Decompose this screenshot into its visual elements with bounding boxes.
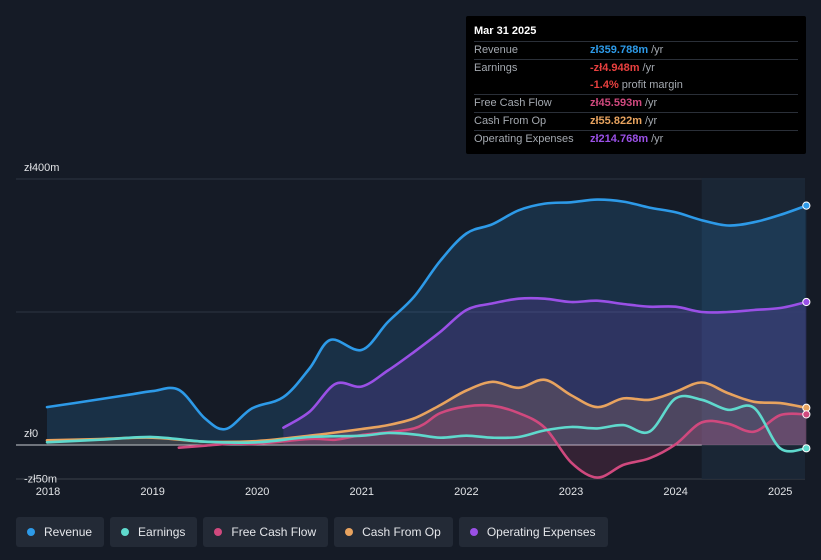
earnings-endpoint	[802, 444, 811, 453]
legend-label: Free Cash Flow	[231, 525, 317, 539]
x-tick-label: 2023	[559, 486, 583, 498]
tooltip-row: Revenue zł359.788m/yr	[474, 41, 798, 59]
data-tooltip: Mar 31 2025 Revenue zł359.788m/yr Earnings…	[466, 16, 806, 154]
x-tick-label: 2021	[350, 486, 374, 498]
cash-from-op-area	[47, 379, 807, 445]
x-axis: 2018 2019 2020 2021 2022 2023 2024 2025	[36, 486, 793, 498]
legend-item-free-cash-flow[interactable]: Free Cash Flow	[203, 517, 329, 547]
x-tick-label: 2022	[454, 486, 478, 498]
tooltip-row-unit: /yr	[642, 62, 655, 74]
legend-item-earnings[interactable]: Earnings	[110, 517, 198, 547]
legend-label: Earnings	[138, 525, 186, 539]
x-tick-label: 2019	[140, 486, 164, 498]
tooltip-row-value: -zł4.948m	[590, 62, 640, 74]
revenue-endpoint	[802, 201, 811, 210]
revenue-area	[47, 199, 807, 445]
legend-dot-icon	[345, 528, 354, 536]
tooltip-row-label	[474, 77, 590, 94]
y-tick-label: zł400m	[24, 162, 59, 174]
legend-label: Revenue	[44, 525, 93, 539]
tooltip-row-value: zł214.768m	[590, 133, 649, 145]
tooltip-row: Earnings -zł4.948m/yr	[474, 59, 798, 77]
tooltip-row-unit: profit margin	[621, 79, 683, 91]
y-axis: zł400m zł0 -zł50m	[24, 162, 59, 485]
tooltip-row-label: Revenue	[474, 44, 519, 56]
forecast-band	[701, 178, 805, 479]
tooltip-row-value: -1.4%	[590, 79, 619, 91]
x-tick-label: 2018	[36, 486, 60, 498]
tooltip-row-value: zł55.822m	[590, 115, 642, 127]
free-cash-flow-area	[178, 405, 807, 478]
x-tick-label: 2025	[768, 486, 792, 498]
tooltip-row: Cash From Op zł55.822m/yr	[474, 112, 798, 130]
x-tick-label: 2024	[663, 486, 687, 498]
tooltip-row-unit: /yr	[651, 44, 664, 56]
tooltip-row-label: Free Cash Flow	[474, 97, 552, 109]
tooltip-row-label: Operating Expenses	[474, 133, 574, 145]
free-cash-flow-line	[177, 403, 808, 479]
operating-expenses-area	[283, 298, 807, 445]
y-tick-label: -zł50m	[24, 473, 57, 485]
legend-dot-icon	[469, 528, 478, 536]
cash-from-op-endpoint	[802, 403, 811, 412]
tooltip-date: Mar 31 2025	[474, 25, 537, 37]
chart-legend: Revenue Earnings Free Cash Flow Cash From O…	[16, 517, 608, 547]
tooltip-row-value: zł359.788m	[590, 44, 649, 56]
earnings-line	[45, 394, 808, 453]
forecast-shading	[701, 178, 805, 479]
tooltip-row-unit: /yr	[644, 115, 658, 127]
tooltip-row-label: Earnings	[474, 62, 518, 74]
legend-item-revenue[interactable]: Revenue	[16, 517, 105, 547]
tooltip-row-value: zł45.593m	[590, 97, 642, 109]
legend-item-cash-from-op[interactable]: Cash From Op	[334, 517, 453, 547]
tooltip-row: Free Cash Flow zł45.593m/yr	[474, 94, 798, 112]
tooltip-rows: Revenue zł359.788m/yr Earnings -zł4.948m/yr…	[474, 41, 798, 148]
free-cash-flow-endpoint	[802, 410, 811, 419]
operating-expenses-line	[282, 296, 808, 429]
x-tick-label: 2020	[245, 486, 269, 498]
tooltip-row-unit: /yr	[651, 133, 664, 145]
tooltip-row-unit: /yr	[644, 97, 658, 109]
legend-item-operating-expenses[interactable]: Operating Expenses	[458, 517, 608, 547]
tooltip-row: Operating Expenses zł214.768m/yr	[474, 130, 798, 148]
legend-dot-icon	[27, 528, 35, 536]
operating-expenses-endpoint	[802, 297, 811, 307]
tooltip-row-label: Cash From Op	[474, 115, 547, 127]
legend-dot-icon	[121, 528, 130, 536]
chart-gridlines	[16, 178, 805, 480]
legend-label: Operating Expenses	[486, 525, 596, 539]
y-tick-label: zł0	[24, 428, 38, 440]
tooltip-row: -1.4% profit margin	[474, 77, 798, 94]
legend-label: Cash From Op	[362, 525, 441, 539]
series-layer	[45, 198, 811, 479]
legend-dot-icon	[214, 528, 223, 536]
revenue-line	[45, 198, 808, 431]
